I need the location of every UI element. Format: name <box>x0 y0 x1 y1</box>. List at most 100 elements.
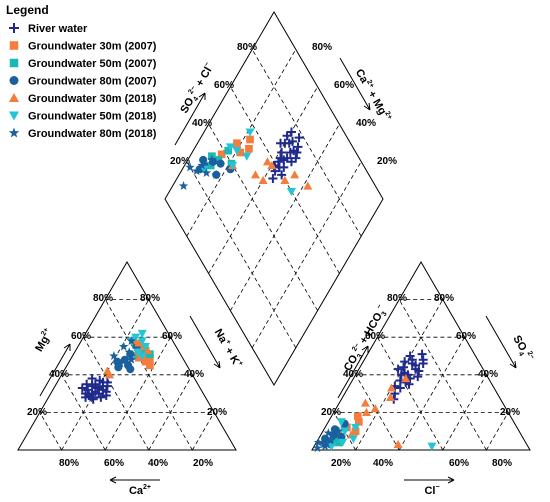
anion-point-river-water <box>405 351 415 361</box>
cation-bottom-tick: 40% <box>148 458 168 469</box>
anion-point-groundwater-30m-2007 <box>355 417 363 426</box>
diamond-left-tick: 40% <box>192 118 212 129</box>
cation-right-tick: 80% <box>140 293 160 304</box>
diamond-point-groundwater-50m-2018 <box>199 165 209 174</box>
anion-point-groundwater-50m-2018 <box>351 423 361 432</box>
cation-left-arrow <box>39 343 71 397</box>
cation-right-tick: 20% <box>207 407 227 418</box>
diagram-axis-labels: Ca2+​Mg2+​Na+​ + K+​Cl−​CO3​2−​ + HCO3​−… <box>32 57 536 497</box>
diamond-point-groundwater-50m-2007 <box>206 161 215 170</box>
cation-bottom-arrow <box>109 476 160 484</box>
diamond-point-groundwater-30m-2018 <box>267 161 277 170</box>
diamond-right-tick: 40% <box>356 118 376 129</box>
anion-point-river-water <box>418 359 428 369</box>
anion-frame <box>311 261 531 451</box>
anion-point-groundwater-50m-2018 <box>336 418 346 427</box>
anion-left-arrow <box>337 345 369 399</box>
anion-point-groundwater-30m-2018 <box>393 439 403 448</box>
anion-point-groundwater-50m-2018 <box>338 438 348 447</box>
anion-grid-b-2 <box>398 336 465 451</box>
anion-left-tick: 60% <box>365 331 385 342</box>
anion-point-groundwater-80m-2018 <box>319 439 329 449</box>
legend-marker-groundwater-30m-2007 <box>9 41 19 50</box>
legend-marker-groundwater-50m-2007 <box>9 58 19 68</box>
diamond-frame <box>164 11 384 386</box>
anion-right-tick: 40% <box>478 369 498 380</box>
anion-point-groundwater-80m-2007 <box>321 434 330 443</box>
cation-bottom-tick: 20% <box>193 458 213 469</box>
cation-point-river-water <box>77 383 87 393</box>
diamond-point-groundwater-30m-2018 <box>250 170 260 179</box>
diamond-left-arrow <box>174 92 206 146</box>
cation-point-river-water <box>95 375 105 385</box>
anion-bottom-tick: 80% <box>492 458 512 469</box>
cation-left-axis-label: Mg2+​ <box>32 327 55 354</box>
cation-point-river-water <box>88 394 98 404</box>
diamond-point-groundwater-80m-2018 <box>185 162 195 172</box>
anion-point-river-water <box>399 362 409 372</box>
anion-point-groundwater-80m-2018 <box>325 435 336 445</box>
anion-right-axis-label: SO4​2−​ <box>509 333 536 365</box>
anion-bottom-arrow <box>404 476 455 484</box>
diamond-point-groundwater-30m-2018 <box>258 175 268 184</box>
diamond-point-groundwater-80m-2018 <box>191 166 202 176</box>
diagram-frames <box>17 11 531 451</box>
cation-grid-a-0 <box>39 412 62 451</box>
legend-label-groundwater-80m-2007: Groundwater 80m (2007) <box>28 76 157 88</box>
cation-point-groundwater-50m-2007 <box>146 350 154 358</box>
anion-left-tick: 20% <box>321 407 341 418</box>
cation-right-arrow <box>189 315 221 369</box>
diamond-point-river-water <box>294 133 304 143</box>
cation-point-groundwater-80m-2018 <box>124 347 134 357</box>
cation-right-tick: 40% <box>184 369 204 380</box>
diamond-grid-a-3 <box>186 49 297 237</box>
anion-left-tick: 80% <box>387 293 407 304</box>
anion-right-arrow <box>485 315 517 369</box>
anion-point-groundwater-50m-2018 <box>427 442 437 451</box>
diamond-point-groundwater-50m-2018 <box>245 128 255 137</box>
cation-point-groundwater-50m-2018 <box>133 348 143 357</box>
diamond-point-groundwater-50m-2018 <box>228 161 238 171</box>
diamond-point-river-water <box>291 153 301 163</box>
anion-right-tick: 20% <box>500 407 520 418</box>
diamond-point-river-water <box>292 148 302 157</box>
cation-right-tick: 60% <box>162 331 182 342</box>
cation-frame <box>17 261 237 451</box>
diamond-left-axis-label: SO4​2−​ + Cl−​ <box>177 61 218 117</box>
legend-label-groundwater-50m-2018: Groundwater 50m (2018) <box>28 111 157 123</box>
cation-bottom-axis-label: Ca2+​ <box>129 484 151 497</box>
cation-point-groundwater-80m-2018 <box>115 358 126 368</box>
anion-grid-a-3 <box>398 299 487 451</box>
anion-point-groundwater-30m-2018 <box>362 407 371 416</box>
diamond-point-river-water <box>277 148 287 157</box>
diamond-point-groundwater-50m-2007 <box>224 146 233 155</box>
diamond-right-tick: 20% <box>377 156 397 167</box>
diamond-point-groundwater-80m-2018 <box>178 181 189 190</box>
cation-point-groundwater-80m-2018 <box>126 336 137 345</box>
diamond-grid-b-1 <box>208 123 318 311</box>
diamond-point-groundwater-30m-2007 <box>246 135 254 144</box>
legend-label-river-water: River water <box>28 23 88 35</box>
anion-point-groundwater-30m-2007 <box>353 412 362 420</box>
diamond-point-river-water <box>268 174 278 184</box>
anion-point-groundwater-30m-2018 <box>360 398 370 407</box>
diamond-right-axis-label: Ca2+​ + Mg2+​ <box>353 67 393 124</box>
anion-point-groundwater-50m-2018 <box>348 435 358 444</box>
anion-bottom-tick: 40% <box>373 458 393 469</box>
anion-point-groundwater-30m-2018 <box>370 404 380 413</box>
cation-left-tick: 40% <box>49 369 69 380</box>
cation-left-tick: 20% <box>27 407 47 418</box>
diamond-point-groundwater-50m-2018 <box>242 152 252 161</box>
anion-bottom-tick: 60% <box>449 458 469 469</box>
legend-label-groundwater-80m-2018: Groundwater 80m (2018) <box>28 128 157 140</box>
cation-point-river-water <box>87 381 97 391</box>
cation-point-groundwater-80m-2007 <box>120 355 129 364</box>
cation-point-river-water <box>101 390 111 400</box>
legend-marker-river-water <box>9 23 19 33</box>
diamond-right-arrow <box>339 57 371 111</box>
anion-point-groundwater-50m-2018 <box>340 427 350 436</box>
anion-point-river-water <box>407 359 417 369</box>
cation-grid-a-2 <box>83 336 150 451</box>
